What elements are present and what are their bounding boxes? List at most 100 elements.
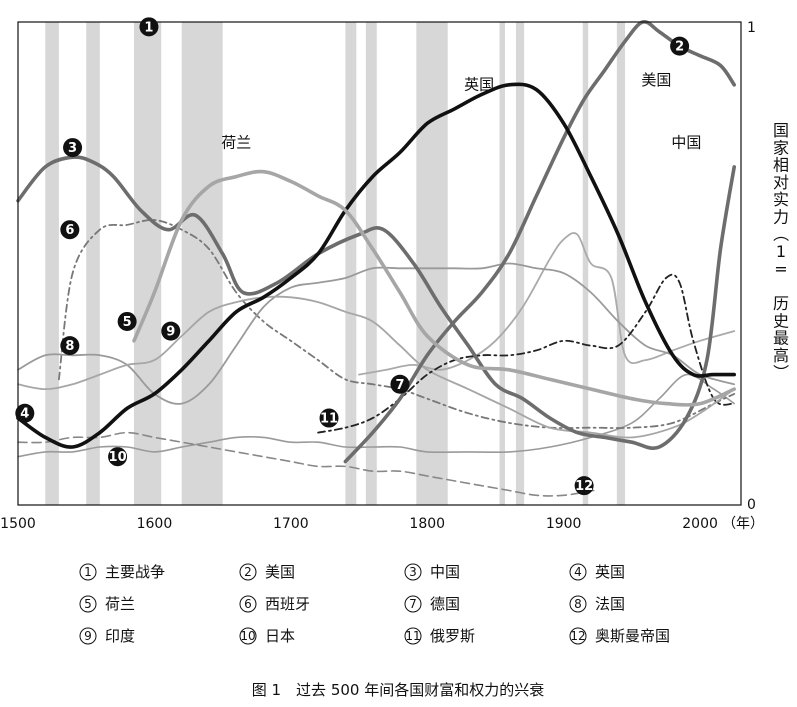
y-axis-label-char: 高: [773, 346, 789, 365]
legend-number-circle: [569, 627, 587, 645]
series-marker-number: 8: [65, 339, 74, 354]
series-marker-6: [60, 220, 80, 240]
series-marker-number: 3: [68, 141, 77, 156]
series-marker-9: [161, 321, 181, 341]
legend-label: 荷兰: [105, 595, 135, 613]
war-band: [515, 22, 525, 505]
series-label-4: 英国: [464, 76, 494, 94]
legend-item: 5 荷兰: [79, 595, 135, 613]
war-band: [616, 22, 626, 505]
legend-label: 日本: [265, 627, 295, 645]
legend-item: 10 日本: [239, 627, 295, 645]
x-axis-label: （年）: [722, 516, 764, 532]
legend-number-circle: [404, 563, 422, 581]
series-line-5: [132, 169, 736, 407]
series-line-12: [17, 431, 595, 497]
series-marker-number: 4: [20, 407, 29, 422]
y-axis-label-char: 力: [773, 208, 789, 227]
series-line-3: [16, 155, 736, 451]
series-marker-1: [139, 17, 159, 37]
x-tick-label: 1600: [137, 516, 173, 532]
legend-item: 3 中国: [404, 563, 460, 581]
legend-item: 1 主要战争: [79, 563, 165, 581]
legend-number: 6: [244, 597, 252, 611]
y-axis-label-char: ）: [771, 364, 790, 380]
y-axis-label-char: 史: [773, 311, 789, 330]
series-label-2: 美国: [641, 71, 671, 89]
series-label-3: 中国: [671, 134, 701, 152]
x-axis-ticks: 1500 1600 1700 1800 1900 2000 （年）: [0, 516, 764, 532]
y-tick-label: 0: [747, 497, 756, 513]
series-marker-7: [390, 374, 410, 394]
legend-number: 5: [84, 597, 92, 611]
y-axis-label-char: （: [771, 226, 790, 242]
legend-label: 奥斯曼帝国: [595, 627, 670, 645]
legend-label: 俄罗斯: [430, 627, 475, 645]
legend-number: 3: [409, 565, 417, 579]
series-marker-number: 9: [166, 325, 175, 340]
war-band: [582, 22, 589, 505]
legend: 1 主要战争 2 美国 3 中国 4 英国5 荷兰 6 西班牙 7 德国 8 法国9 印度 10 日本 11 俄罗斯 1…: [79, 563, 670, 645]
legend-number: 9: [84, 629, 92, 643]
series-marker-11: [319, 408, 339, 428]
series-line-7: [358, 232, 736, 376]
legend-number-circle: [404, 627, 422, 645]
y-axis-label-char: =: [774, 259, 787, 278]
legend-number: 1: [84, 565, 92, 579]
legend-label: 德国: [430, 595, 460, 613]
series-marker-number: 6: [65, 223, 74, 238]
war-band: [365, 22, 377, 505]
series-marker-12: [574, 476, 594, 496]
series-label-5: 荷兰: [221, 134, 251, 152]
legend-number-circle: [79, 563, 97, 581]
y-axis-label-char: 实: [773, 190, 789, 209]
series-marker-number: 11: [320, 412, 338, 427]
legend-item: 12 奥斯曼帝国: [569, 627, 670, 645]
series-line-9: [17, 295, 736, 439]
x-tick-label: 2000: [682, 516, 718, 532]
legend-number-circle: [239, 595, 257, 613]
series-marker-5: [117, 311, 137, 331]
y-axis-label-char: 1: [776, 242, 786, 261]
legend-item: 8 法国: [569, 595, 625, 613]
series-line-6: [58, 219, 736, 429]
series-line-4: [16, 82, 736, 449]
x-tick-label: 1700: [273, 516, 309, 532]
war-band: [416, 22, 448, 505]
legend-number-circle: [569, 563, 587, 581]
series-marker-4: [15, 403, 35, 423]
series-marker-number: 12: [575, 479, 593, 494]
series-marker-8: [60, 336, 80, 356]
legend-number-circle: [79, 627, 97, 645]
x-tick-label: 1900: [546, 516, 582, 532]
y-axis-label-char: 历: [773, 294, 789, 313]
y-axis-label-char: 对: [773, 173, 789, 192]
series-marker-number: 1: [144, 20, 153, 35]
legend-label: 英国: [595, 563, 625, 581]
series-marker-10: [108, 447, 128, 467]
legend-number: 8: [574, 597, 582, 611]
legend-item: 11 俄罗斯: [404, 627, 475, 645]
y-axis-label-char: 相: [773, 156, 789, 175]
legend-number: 11: [405, 629, 420, 643]
series-marker-number: 10: [109, 450, 127, 465]
y-axis-label-char: 最: [773, 329, 789, 348]
legend-number-circle: [79, 595, 97, 613]
x-tick-label: 1500: [0, 516, 36, 532]
figure-caption: 图 1 过去 500 年间各国财富和权力的兴衰: [252, 681, 544, 699]
war-bands: [45, 22, 626, 505]
legend-number-circle: [239, 627, 257, 645]
series-marker-3: [63, 138, 83, 158]
legend-number-circle: [239, 563, 257, 581]
legend-number-circle: [404, 595, 422, 613]
legend-label: 西班牙: [265, 595, 310, 613]
legend-item: 9 印度: [79, 627, 135, 645]
series-marker-2: [670, 36, 690, 56]
legend-number: 4: [574, 565, 582, 579]
legend-item: 7 德国: [404, 595, 460, 613]
y-axis-label-char: 家: [773, 138, 789, 157]
legend-number: 7: [409, 597, 417, 611]
